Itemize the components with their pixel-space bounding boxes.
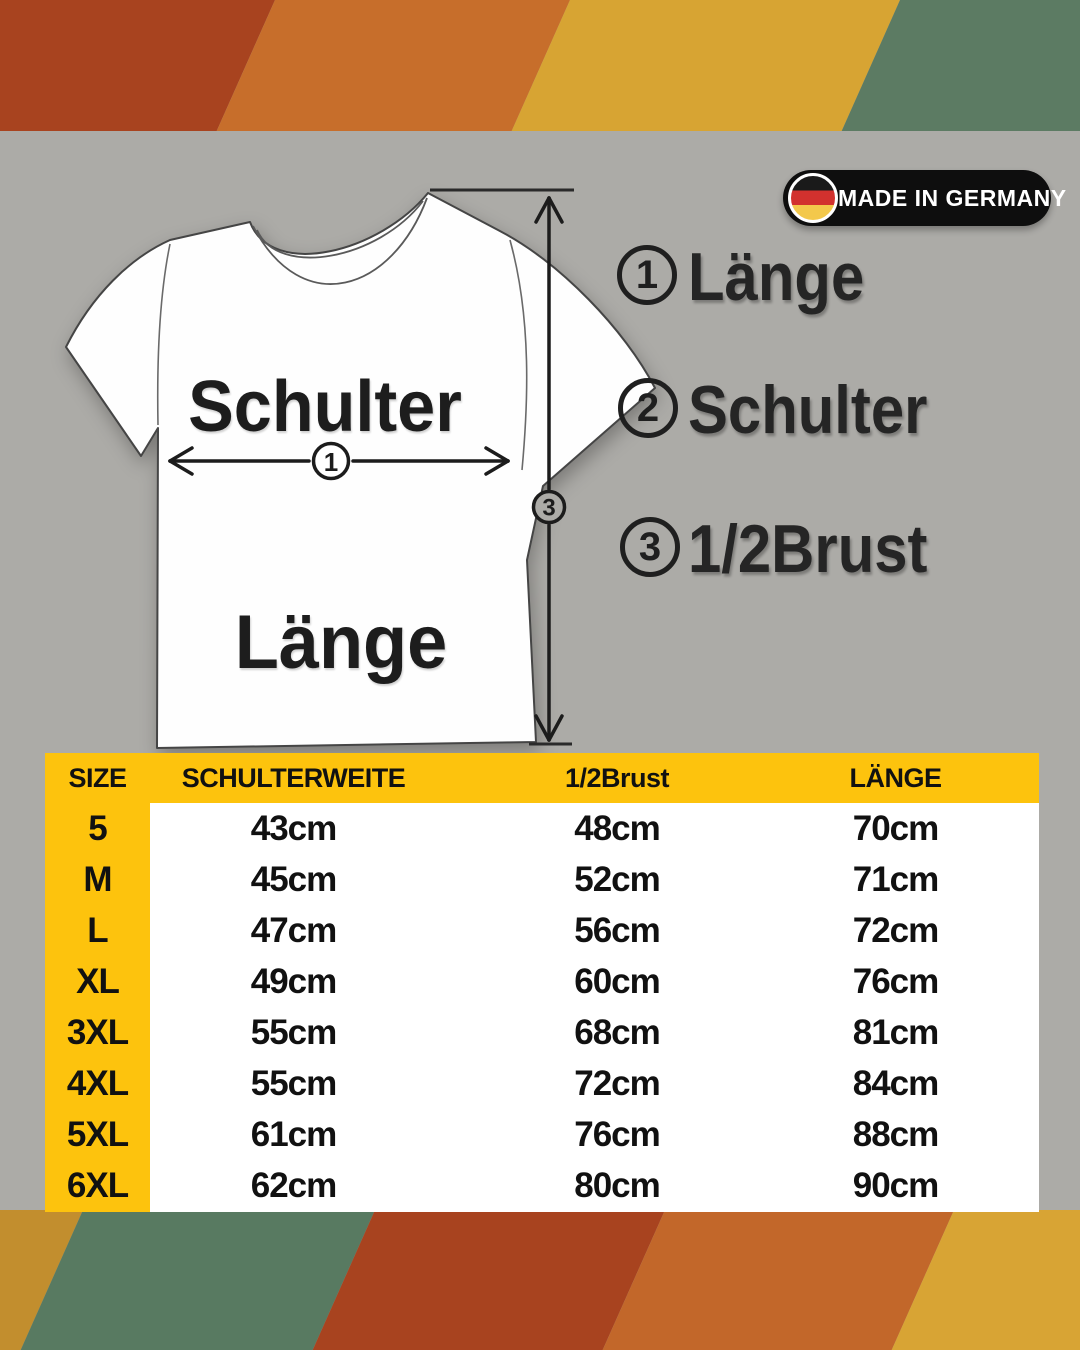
header-schulterweite: SCHULTERWEITE bbox=[150, 753, 437, 803]
row-halbbrust: 72cm bbox=[574, 1064, 661, 1104]
row-schulterweite: 47cm bbox=[250, 910, 338, 950]
legend-label-halbbrust: 1/2Brust bbox=[688, 511, 928, 587]
row-schulterweite: 62cm bbox=[250, 1166, 338, 1206]
marker-circle-1 bbox=[311, 441, 351, 481]
german-flag-icon bbox=[788, 173, 838, 223]
row-size: XL bbox=[45, 956, 150, 1008]
row-laenge: 88cm bbox=[852, 1115, 940, 1155]
shoulder-arrow: 1 bbox=[168, 441, 510, 481]
legend-label-schulter: Schulter bbox=[688, 372, 928, 448]
shirt-length-label: Länge bbox=[234, 600, 448, 685]
row-laenge: 72cm bbox=[852, 910, 940, 950]
header-halbbrust: 1/2Brust bbox=[437, 753, 797, 803]
header-laenge: LÄNGE bbox=[797, 753, 1039, 803]
row-laenge: 90cm bbox=[852, 1166, 940, 1206]
row-size: L bbox=[45, 905, 150, 957]
row-schulterweite: 45cm bbox=[250, 859, 338, 899]
made-in-germany-badge: MADE IN GERMANY bbox=[783, 170, 1066, 226]
legend-circle-1: 1 bbox=[617, 245, 677, 305]
row-laenge: 84cm bbox=[852, 1064, 940, 1104]
legend-number: 1 bbox=[635, 252, 659, 297]
row-laenge: 70cm bbox=[852, 808, 940, 848]
row-size: 3XL bbox=[45, 1007, 150, 1059]
marker-number-3: 3 bbox=[542, 495, 555, 522]
legend-number: 3 bbox=[638, 524, 662, 569]
header-size: SIZE bbox=[45, 753, 150, 803]
legend-label-laenge: Länge bbox=[688, 239, 865, 315]
row-schulterweite: 43cm bbox=[250, 808, 338, 848]
row-halbbrust: 52cm bbox=[574, 859, 661, 899]
row-schulterweite: 61cm bbox=[250, 1115, 338, 1155]
row-laenge: 71cm bbox=[852, 859, 940, 899]
legend-circle-3: 3 bbox=[620, 517, 680, 577]
legend-circle-2: 2 bbox=[618, 378, 678, 438]
shirt-shoulder-label: Schulter bbox=[188, 367, 462, 447]
row-laenge: 81cm bbox=[852, 1012, 940, 1052]
badge-label: MADE IN GERMANY bbox=[838, 184, 1067, 211]
tshirt-illustration bbox=[65, 192, 656, 749]
row-size: 4XL bbox=[45, 1058, 150, 1110]
row-size: 5 bbox=[45, 803, 150, 855]
row-halbbrust: 76cm bbox=[574, 1115, 661, 1155]
row-halbbrust: 68cm bbox=[574, 1012, 661, 1052]
legend-number: 2 bbox=[636, 385, 660, 430]
row-halbbrust: 60cm bbox=[574, 961, 661, 1001]
row-size: M bbox=[45, 854, 150, 906]
row-halbbrust: 80cm bbox=[574, 1166, 661, 1206]
marker-circle-3 bbox=[531, 489, 567, 525]
row-size: 5XL bbox=[45, 1109, 150, 1161]
row-schulterweite: 49cm bbox=[250, 961, 338, 1001]
row-size: 6XL bbox=[45, 1160, 150, 1212]
row-halbbrust: 48cm bbox=[574, 808, 661, 848]
marker-number-1: 1 bbox=[324, 447, 338, 477]
row-schulterweite: 55cm bbox=[250, 1064, 338, 1104]
row-schulterweite: 55cm bbox=[250, 1012, 338, 1052]
row-halbbrust: 56cm bbox=[574, 910, 661, 950]
size-table: SIZE SCHULTERWEITE 1/2Brust LÄNGE 5 43cm… bbox=[45, 753, 1039, 1212]
length-arrow: 3 bbox=[531, 196, 567, 742]
row-laenge: 76cm bbox=[852, 961, 940, 1001]
